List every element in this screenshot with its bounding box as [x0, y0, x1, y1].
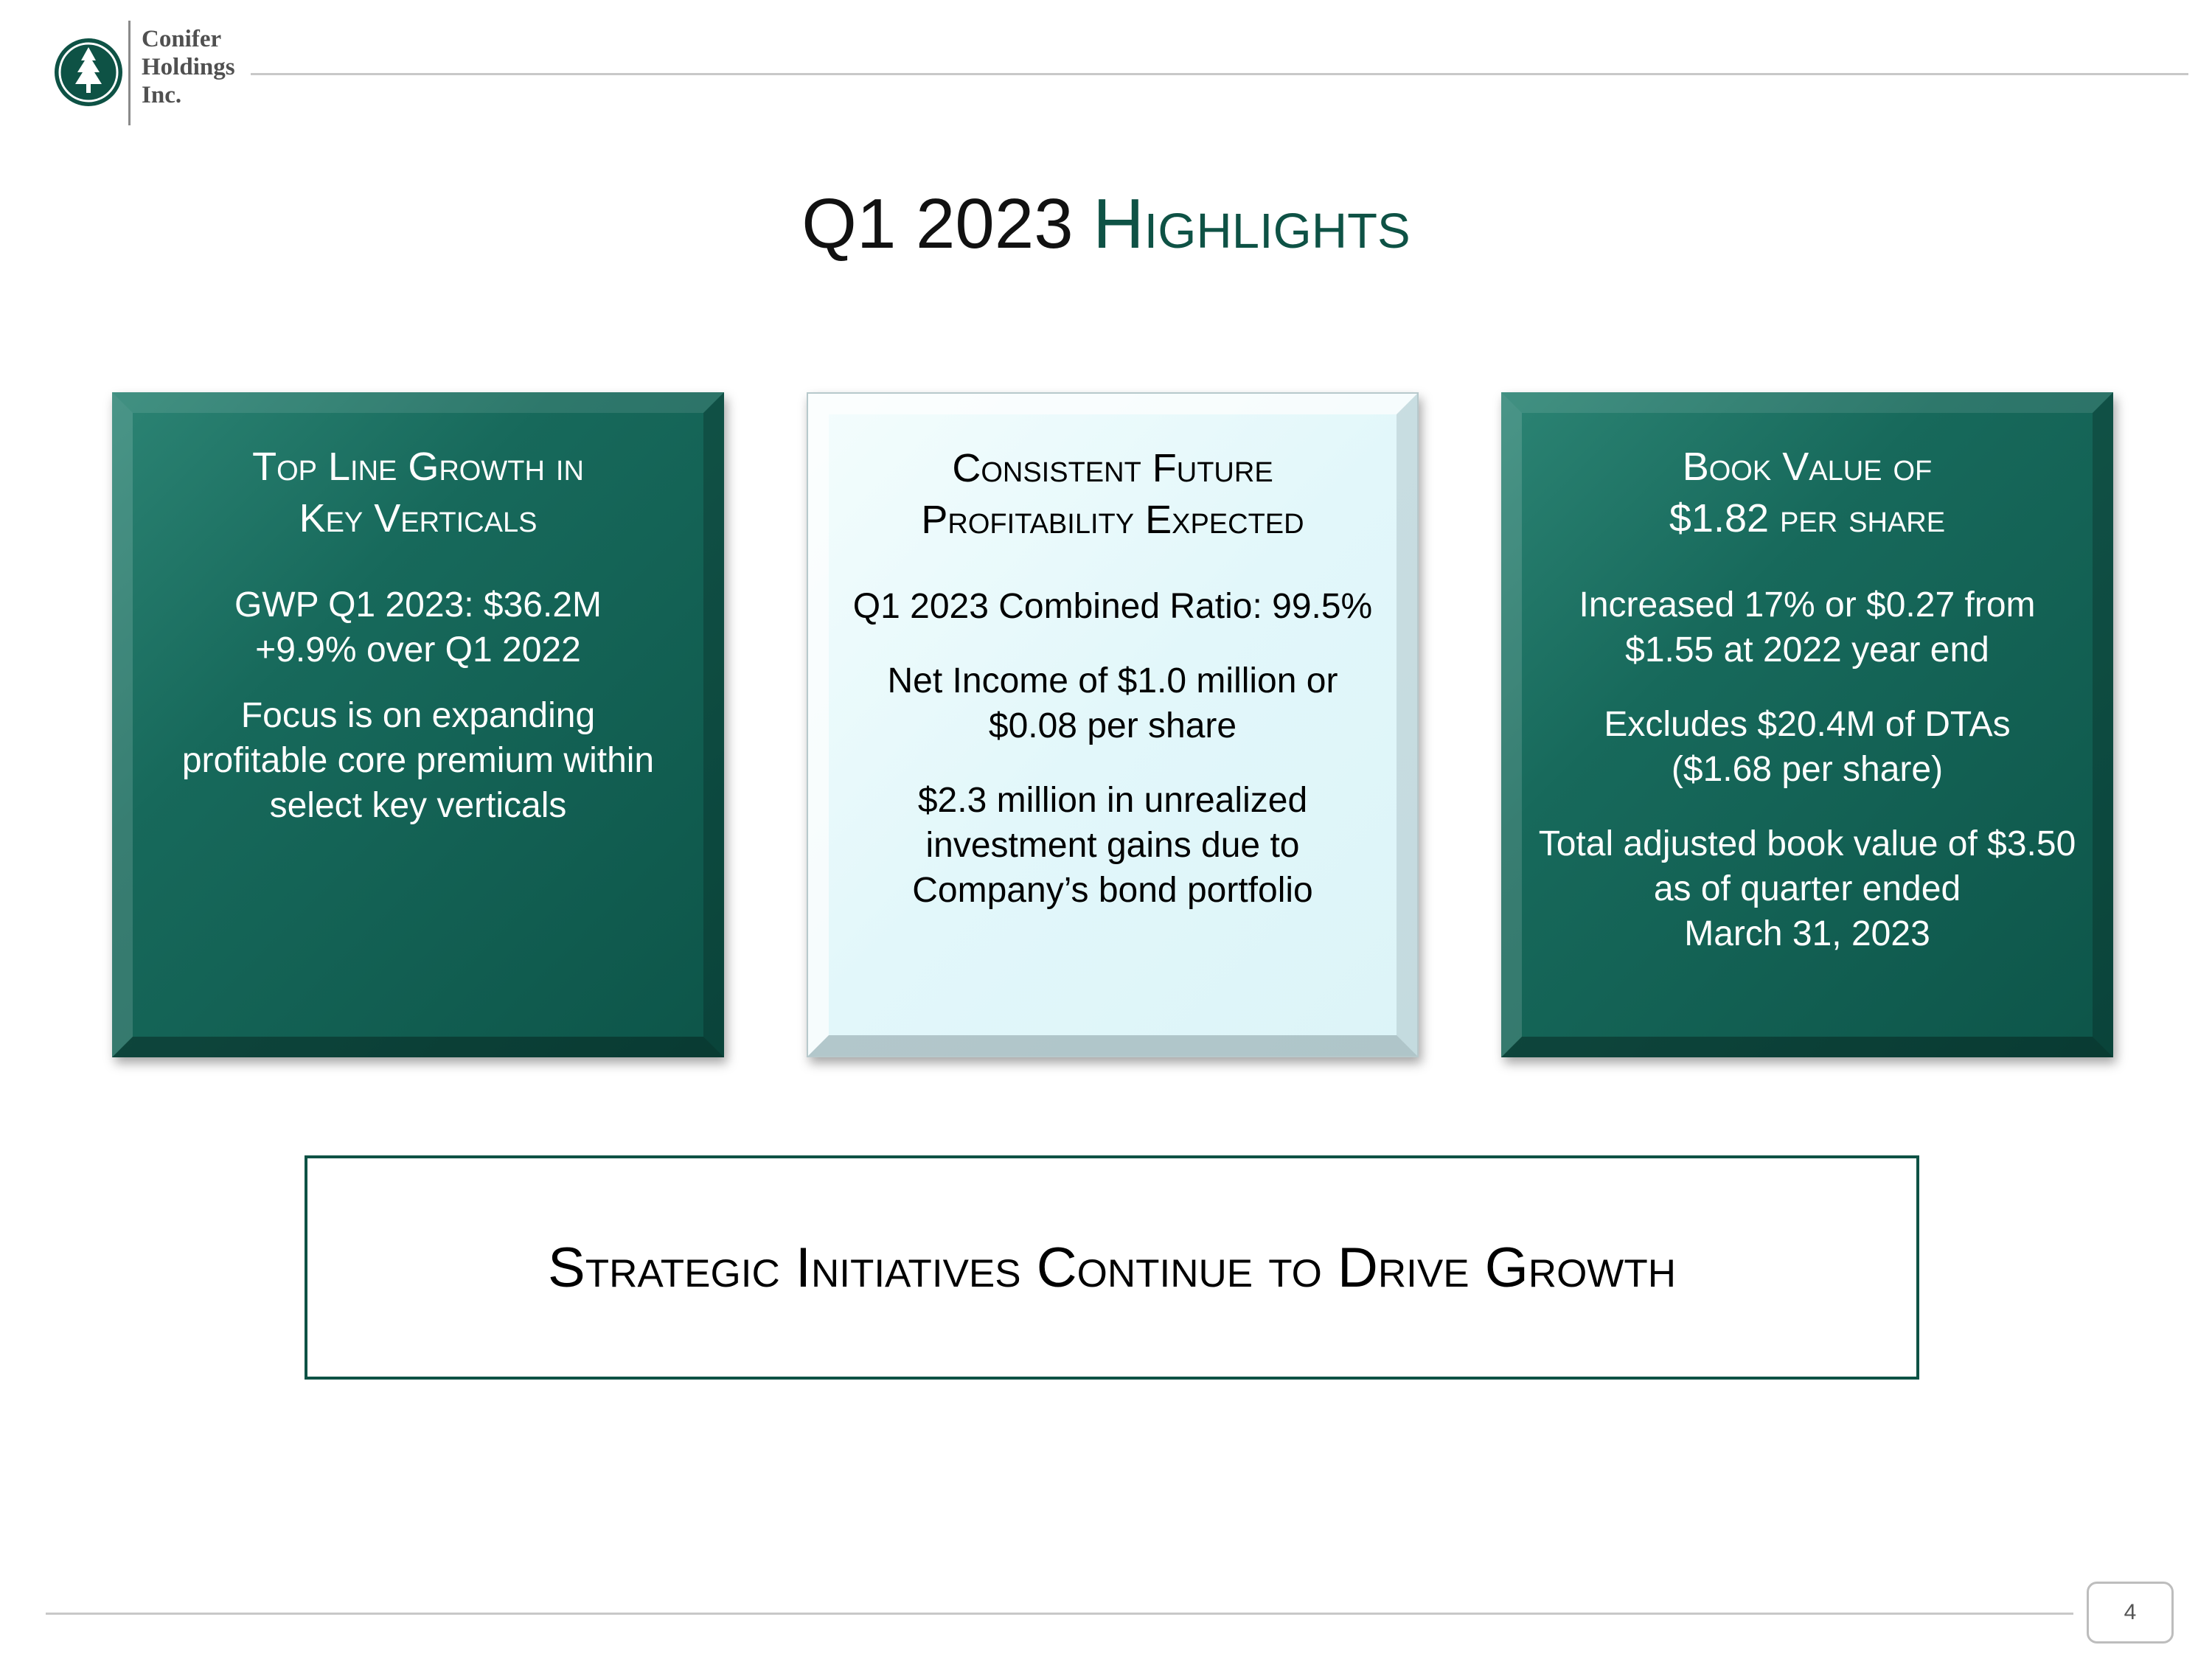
card-text-line: Excludes $20.4M of DTAs — [1604, 705, 2011, 744]
company-wordmark: Conifer Holdings Inc. — [142, 25, 235, 109]
card-heading-line: $1.82 per share — [1669, 496, 1946, 540]
card-paragraph: GWP Q1 2023: $36.2M +9.9% over Q1 2022 — [149, 582, 687, 672]
card-text-line: select key verticals — [269, 786, 567, 825]
card-text-line: $1.55 at 2022 year end — [1625, 630, 1989, 669]
card-heading: Consistent Future Profitability Expected — [808, 442, 1417, 546]
card-text-line: profitable core premium within — [181, 741, 655, 780]
page-number: 4 — [2087, 1582, 2174, 1644]
card-text-line: Q1 2023 Combined Ratio: 99.5% — [852, 587, 1373, 626]
card-text-line: investment gains due to — [925, 826, 1300, 865]
conifer-logo-icon — [52, 35, 125, 109]
card-text-line: Focus is on expanding — [240, 696, 596, 735]
card-text-line: +9.9% over Q1 2022 — [255, 630, 581, 669]
page-number-text: 4 — [2124, 1600, 2137, 1624]
highlight-card-top-line-growth: Top Line Growth in Key Verticals GWP Q1 … — [112, 392, 724, 1057]
card-text-line: Increased 17% or $0.27 from — [1579, 585, 2036, 625]
wordmark-line: Conifer — [142, 26, 222, 52]
card-paragraph: Net Income of $1.0 million or $0.08 per … — [830, 658, 1395, 748]
card-text-line: March 31, 2023 — [1684, 914, 1930, 953]
card-paragraph: Q1 2023 Combined Ratio: 99.5% — [830, 584, 1395, 629]
card-heading-line: Key Verticals — [299, 496, 538, 540]
card-heading-line: Profitability Expected — [921, 498, 1304, 542]
highlight-card-profitability: Consistent Future Profitability Expected… — [807, 392, 1419, 1057]
card-text-line: ($1.68 per share) — [1671, 750, 1944, 789]
card-body: Q1 2023 Combined Ratio: 99.5% Net Income… — [808, 584, 1417, 913]
logo-divider — [128, 21, 131, 125]
card-heading-line: Consistent Future — [952, 446, 1273, 490]
card-text-line: Company’s bond portfolio — [912, 871, 1313, 910]
card-body: Increased 17% or $0.27 from $1.55 at 202… — [1501, 582, 2113, 956]
page-title: Q1 2023 Highlights — [0, 180, 2212, 268]
card-text-line: as of quarter ended — [1653, 869, 1961, 908]
banner-text: Strategic Initiatives Continue to Drive … — [548, 1236, 1676, 1299]
header-divider — [251, 73, 2188, 75]
card-text-line: Net Income of $1.0 million or — [887, 661, 1338, 700]
footer-divider — [46, 1613, 2073, 1615]
strategic-initiatives-banner: Strategic Initiatives Continue to Drive … — [305, 1155, 1919, 1380]
highlight-card-book-value: Book Value of $1.82 per share Increased … — [1501, 392, 2113, 1057]
wordmark-line: Holdings — [142, 54, 235, 80]
card-heading: Top Line Growth in Key Verticals — [112, 441, 724, 544]
card-text-line: Total adjusted book value of $3.50 — [1538, 824, 2076, 863]
card-body: GWP Q1 2023: $36.2M +9.9% over Q1 2022 F… — [112, 582, 724, 828]
card-text-line: GWP Q1 2023: $36.2M — [234, 585, 602, 625]
card-heading-line: Top Line Growth in — [252, 445, 584, 489]
card-paragraph: Focus is on expanding profitable core pr… — [149, 693, 687, 828]
card-paragraph: Total adjusted book value of $3.50 as of… — [1516, 821, 2098, 956]
card-heading: Book Value of $1.82 per share — [1501, 441, 2113, 544]
page-title-part: Highlights — [1093, 184, 1411, 264]
card-paragraph: Increased 17% or $0.27 from $1.55 at 202… — [1516, 582, 2098, 672]
page-title-part: Q1 2023 — [801, 184, 1093, 264]
card-text-line: $2.3 million in unrealized — [917, 781, 1308, 820]
wordmark-line: Inc. — [142, 82, 182, 108]
card-paragraph: $2.3 million in unrealized investment ga… — [830, 778, 1395, 913]
card-text-line: $0.08 per share — [988, 706, 1237, 745]
card-paragraph: Excludes $20.4M of DTAs ($1.68 per share… — [1516, 702, 2098, 792]
card-heading-line: Book Value of — [1682, 445, 1933, 489]
